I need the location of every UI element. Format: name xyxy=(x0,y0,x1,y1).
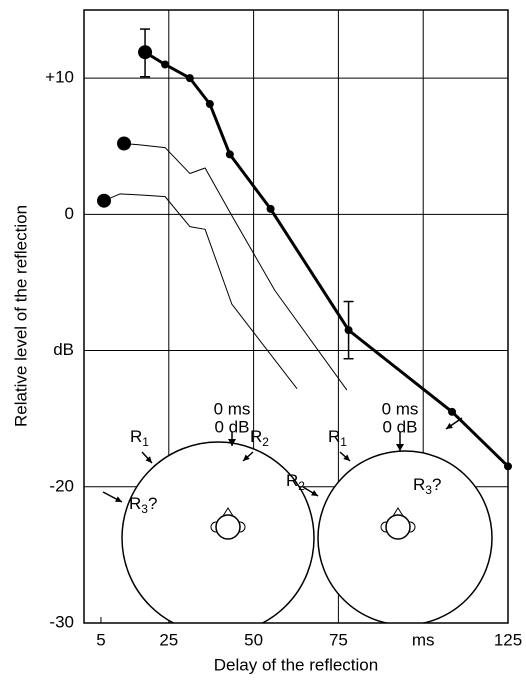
x-tick-label: ms xyxy=(412,630,435,649)
reflection-suffix: ? xyxy=(148,494,157,513)
data-point xyxy=(117,136,132,151)
reflection-name: R xyxy=(328,427,340,446)
x-tick-label: 50 xyxy=(244,630,263,649)
reflection-name: R xyxy=(250,427,262,446)
reflection-label: R1 xyxy=(328,427,347,449)
delay-label: 0 ms xyxy=(214,399,251,418)
x-tick-label: 125 xyxy=(494,630,522,649)
arrow-head xyxy=(115,496,122,502)
arrow-head xyxy=(145,456,152,463)
data-point xyxy=(185,74,194,83)
y-tick-label: 0 xyxy=(65,204,74,223)
plot-frame xyxy=(83,9,509,624)
reflection-index: 1 xyxy=(340,435,347,449)
y-tick-label: dB xyxy=(53,340,74,359)
x-tick-label: 25 xyxy=(159,630,178,649)
reflection-label: R3? xyxy=(413,475,441,497)
reflection-suffix: ? xyxy=(432,475,441,494)
x-tick-label: 75 xyxy=(329,630,348,649)
reflection-label: R2 xyxy=(250,427,269,449)
reflection-name: R xyxy=(286,471,298,490)
arrow-head xyxy=(446,422,453,429)
delay-label: 0 ms xyxy=(382,399,419,418)
arrow-head xyxy=(343,454,350,461)
reflection-name: R xyxy=(413,475,425,494)
data-point xyxy=(205,99,214,108)
reflection-index: 2 xyxy=(298,479,305,493)
reflection-label: R1 xyxy=(130,427,149,449)
data-point xyxy=(161,60,170,69)
reflection-index: 2 xyxy=(262,435,269,449)
data-point xyxy=(225,150,234,159)
x-tick-label: 5 xyxy=(96,630,105,649)
arrow-head xyxy=(228,439,236,446)
data-point xyxy=(97,193,112,208)
y-axis-label: Relative level of the reflection xyxy=(11,205,30,427)
series-line xyxy=(144,50,510,468)
series-line xyxy=(103,193,298,390)
reflection-index: 3 xyxy=(141,502,148,516)
data-point xyxy=(266,204,275,213)
arrow-head xyxy=(243,454,250,461)
data-point xyxy=(448,407,457,416)
room-circle xyxy=(317,450,493,623)
reflection-label: R2 xyxy=(286,471,305,493)
level-label: 0 dB xyxy=(215,417,250,436)
reflection-name: R xyxy=(130,427,142,446)
reflection-index: 1 xyxy=(142,435,149,449)
reflection-label: R3? xyxy=(129,494,157,516)
y-tick-label: -20 xyxy=(49,476,74,495)
arrow-head xyxy=(396,444,404,451)
y-tick-label: -30 xyxy=(49,612,74,631)
head xyxy=(385,514,411,540)
series-line xyxy=(123,142,348,391)
level-label: 0 dB xyxy=(383,417,418,436)
data-point xyxy=(504,462,512,471)
reflection-index: 3 xyxy=(425,483,432,497)
arrow-head xyxy=(311,490,318,496)
head xyxy=(215,514,241,540)
y-tick-label: +10 xyxy=(45,68,74,87)
reflection-name: R xyxy=(129,494,141,513)
x-axis-label: Delay of the reflection xyxy=(214,655,378,674)
